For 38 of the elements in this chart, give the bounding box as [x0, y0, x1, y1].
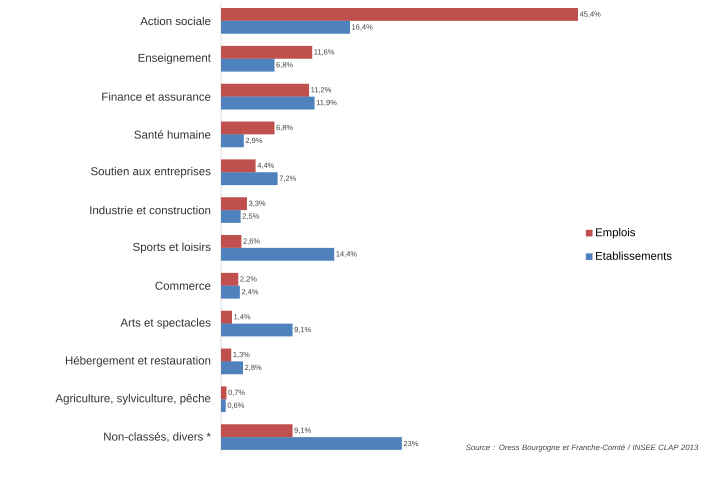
bar [221, 197, 247, 210]
bar [221, 134, 244, 148]
bar [221, 399, 226, 412]
bar [221, 324, 293, 336]
bar [221, 310, 232, 324]
bar [221, 172, 278, 186]
y-tick-label: Finance et assurance [102, 92, 210, 101]
bar [221, 286, 240, 299]
y-tick-label: Hébergement et restauration [66, 356, 210, 367]
bar [221, 159, 256, 172]
y-tick-label: Industrie et construction [90, 206, 210, 214]
bar [221, 46, 312, 59]
y-tick-label: Santé humaine [134, 130, 210, 139]
bar [221, 210, 241, 223]
y-tick-label: Soutien aux entreprises [91, 166, 211, 178]
bar [221, 58, 274, 72]
legend-label: Etablissements [596, 252, 672, 260]
y-tick-label: Action sociale [140, 16, 210, 26]
bar [221, 386, 227, 400]
bar [221, 272, 238, 286]
legend-label: Emplois [596, 228, 636, 239]
y-tick-label: Enseignement [138, 53, 211, 64]
bar [221, 96, 315, 110]
bar [221, 437, 402, 450]
bar [221, 248, 334, 261]
y-tick-label: Non-classés, divers * [104, 432, 211, 442]
y-tick-label: Arts et spectacles [120, 318, 211, 329]
y-tick-label: Agriculture, sylviculture, pêche [55, 394, 210, 405]
bar [221, 84, 310, 97]
bar [221, 348, 232, 362]
bar [221, 424, 293, 438]
bar [221, 8, 578, 21]
bar [221, 20, 350, 34]
bar [221, 235, 242, 248]
bar [221, 361, 244, 374]
y-tick-label: Commerce [155, 282, 210, 290]
y-tick-label: Sports et loisirs [133, 242, 211, 254]
bar [221, 122, 274, 134]
